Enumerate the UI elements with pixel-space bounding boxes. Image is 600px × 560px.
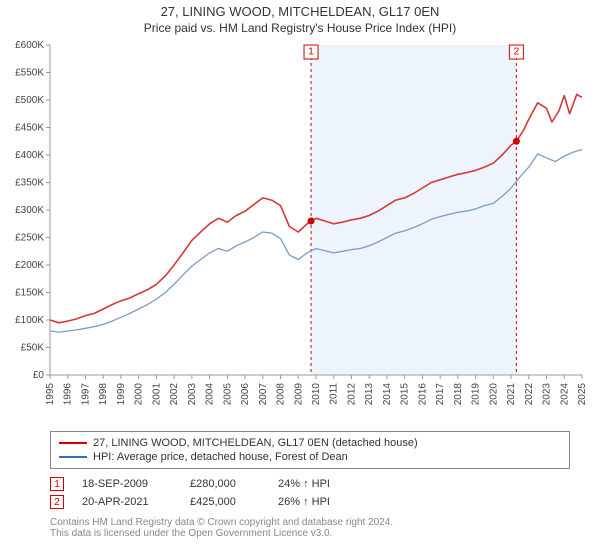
sale-diff: 24% ↑ HPI [278, 478, 358, 490]
svg-text:£250K: £250K [15, 233, 44, 244]
svg-text:2014: 2014 [382, 383, 393, 406]
svg-text:2018: 2018 [453, 383, 464, 406]
svg-text:2013: 2013 [364, 383, 375, 406]
svg-text:2017: 2017 [435, 383, 446, 406]
sale-row: 2 20-APR-2021 £425,000 26% ↑ HPI [50, 493, 570, 511]
legend-label: 27, LINING WOOD, MITCHELDEAN, GL17 0EN (… [93, 437, 418, 449]
sale-diff: 26% ↑ HPI [278, 496, 358, 508]
svg-text:1999: 1999 [116, 383, 127, 406]
svg-text:2011: 2011 [329, 383, 340, 405]
svg-text:£50K: £50K [21, 343, 45, 354]
legend-swatch [59, 442, 87, 444]
svg-text:2: 2 [514, 47, 520, 58]
sale-price: £425,000 [190, 496, 260, 508]
footer-line-1: Contains HM Land Registry data © Crown c… [50, 517, 570, 528]
svg-text:2023: 2023 [542, 383, 553, 406]
chart-area: £0 £50K £100K £150K £200K £250K £300K £350K £400… [0, 37, 600, 427]
svg-text:2020: 2020 [488, 383, 499, 406]
svg-text:2019: 2019 [471, 383, 482, 406]
sale-price: £280,000 [190, 478, 260, 490]
svg-text:2010: 2010 [311, 383, 322, 406]
sale-marker: 1 [50, 477, 64, 491]
svg-text:2004: 2004 [205, 383, 216, 406]
legend-swatch [59, 456, 87, 458]
svg-text:2024: 2024 [559, 383, 570, 406]
sale-date: 20-APR-2021 [82, 496, 172, 508]
svg-text:£100K: £100K [15, 315, 44, 326]
svg-text:2003: 2003 [187, 383, 198, 406]
chart-subtitle: Price paid vs. HM Land Registry's House … [0, 21, 600, 35]
svg-text:1995: 1995 [45, 383, 56, 406]
footer-attribution: Contains HM Land Registry data © Crown c… [50, 517, 570, 539]
sales-table: 1 18-SEP-2009 £280,000 24% ↑ HPI 2 20-APR-202… [50, 475, 570, 511]
chart-titles: 27, LINING WOOD, MITCHELDEAN, GL17 0EN P… [0, 0, 600, 37]
svg-text:2000: 2000 [134, 383, 145, 406]
legend-item: HPI: Average price, detached house, Fore… [59, 450, 561, 464]
sale-marker: 2 [50, 495, 64, 509]
svg-text:£150K: £150K [15, 288, 44, 299]
legend-item: 27, LINING WOOD, MITCHELDEAN, GL17 0EN (… [59, 436, 561, 450]
svg-text:1: 1 [308, 47, 314, 58]
line-chart: £0 £50K £100K £150K £200K £250K £300K £350K £400… [0, 37, 600, 427]
legend-label: HPI: Average price, detached house, Fore… [93, 451, 348, 463]
svg-text:£300K: £300K [15, 205, 44, 216]
svg-text:£350K: £350K [15, 178, 44, 189]
svg-text:2005: 2005 [222, 383, 233, 406]
svg-text:£550K: £550K [15, 68, 44, 79]
svg-text:£200K: £200K [15, 260, 44, 271]
sale-row: 1 18-SEP-2009 £280,000 24% ↑ HPI [50, 475, 570, 493]
svg-text:2007: 2007 [258, 383, 269, 406]
svg-text:1996: 1996 [63, 383, 74, 406]
footer-line-2: This data is licensed under the Open Gov… [50, 528, 570, 539]
svg-text:£600K: £600K [15, 40, 44, 51]
sale-date: 18-SEP-2009 [82, 478, 172, 490]
svg-text:2022: 2022 [524, 383, 535, 406]
svg-text:2001: 2001 [151, 383, 162, 406]
svg-text:2021: 2021 [506, 383, 517, 406]
svg-text:2016: 2016 [417, 383, 428, 406]
legend-box: 27, LINING WOOD, MITCHELDEAN, GL17 0EN (… [50, 431, 570, 469]
svg-text:£450K: £450K [15, 123, 44, 134]
svg-text:£400K: £400K [15, 150, 44, 161]
chart-title: 27, LINING WOOD, MITCHELDEAN, GL17 0EN [0, 4, 600, 19]
svg-text:2012: 2012 [346, 383, 357, 406]
svg-text:£0: £0 [33, 370, 45, 381]
svg-text:2008: 2008 [276, 383, 287, 406]
svg-text:2002: 2002 [169, 383, 180, 406]
svg-text:2015: 2015 [400, 383, 411, 406]
svg-text:1997: 1997 [80, 383, 91, 406]
svg-text:1998: 1998 [98, 383, 109, 406]
svg-text:£500K: £500K [15, 95, 44, 106]
svg-text:2025: 2025 [577, 383, 588, 406]
svg-text:2006: 2006 [240, 383, 251, 406]
svg-text:2009: 2009 [293, 383, 304, 406]
